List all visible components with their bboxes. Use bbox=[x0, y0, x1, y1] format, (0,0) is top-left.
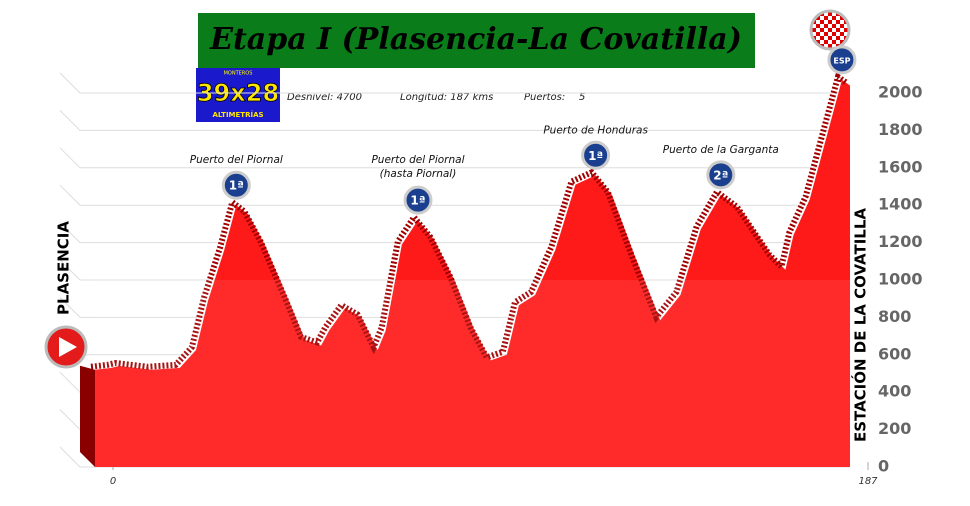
profile-side bbox=[80, 365, 95, 467]
pass-name: Puerto del Piornal bbox=[190, 154, 283, 166]
info-desnivel: Desnivel: 4700 bbox=[287, 92, 362, 103]
title-box bbox=[198, 13, 755, 68]
logo-sub: ALTIMETRÍAS bbox=[212, 110, 263, 119]
pass-icon bbox=[827, 45, 857, 75]
y-tick-label: 1600 bbox=[878, 157, 923, 176]
chart-title: Etapa I (Plasencia-La Covatilla) bbox=[209, 22, 742, 57]
profile-band bbox=[95, 280, 850, 467]
pass-marker: 1ª bbox=[221, 170, 251, 200]
grid-line bbox=[59, 72, 850, 94]
profile-ridge bbox=[90, 72, 848, 370]
info-longitud: Longitud: 187 kms bbox=[400, 92, 493, 103]
pass-marker: 1ª bbox=[581, 140, 611, 170]
pass-category: 2ª bbox=[713, 168, 728, 182]
pass-name: (hasta Piornal) bbox=[380, 168, 457, 180]
pass-marker: 2ª bbox=[706, 160, 736, 190]
y-tick-label: 400 bbox=[878, 382, 911, 401]
grid-line bbox=[59, 110, 850, 131]
pass-marker: 1ª bbox=[403, 185, 433, 215]
pass-name: Puerto de Honduras bbox=[543, 124, 648, 136]
y-tick-label: 1800 bbox=[878, 120, 923, 139]
y-tick-label: 800 bbox=[878, 307, 911, 326]
pass-category: 1ª bbox=[588, 149, 603, 163]
pass-icon bbox=[221, 170, 251, 200]
pass-category: 1ª bbox=[229, 179, 244, 193]
info-puertos: 5 bbox=[579, 92, 585, 103]
start-label: PLASENCIA bbox=[55, 221, 73, 315]
y-tick-label: 600 bbox=[878, 344, 911, 363]
info-puertos-label: Puertos: bbox=[524, 92, 565, 103]
logo-small: MONTEROS bbox=[224, 71, 253, 77]
pass-category: ESP bbox=[833, 56, 850, 65]
y-tick-label: 1400 bbox=[878, 195, 923, 214]
start-icon bbox=[44, 325, 88, 369]
pass-icon bbox=[581, 140, 611, 170]
pass-icon bbox=[706, 160, 736, 190]
finish-label: ESTACIÓN DE LA COVATILLA bbox=[851, 208, 870, 442]
x-tick-label: 0 bbox=[110, 476, 116, 487]
finish-icon bbox=[809, 9, 851, 51]
pass-name: Puerto de la Garganta bbox=[663, 144, 779, 156]
pass-marker: ESP bbox=[827, 45, 857, 75]
y-tick-label: 1200 bbox=[878, 232, 923, 251]
y-tick-label: 1000 bbox=[878, 270, 923, 289]
y-tick-label: 2000 bbox=[878, 83, 923, 102]
pass-icon bbox=[403, 185, 433, 215]
y-tick-label: 200 bbox=[878, 419, 911, 438]
profile-area bbox=[95, 79, 850, 467]
logo-box bbox=[196, 68, 280, 122]
pass-category: 1ª bbox=[410, 194, 425, 208]
pass-name: Puerto del Piornal bbox=[371, 154, 464, 166]
x-tick-label: 187 bbox=[858, 476, 878, 487]
y-tick-label: 0 bbox=[878, 457, 889, 476]
